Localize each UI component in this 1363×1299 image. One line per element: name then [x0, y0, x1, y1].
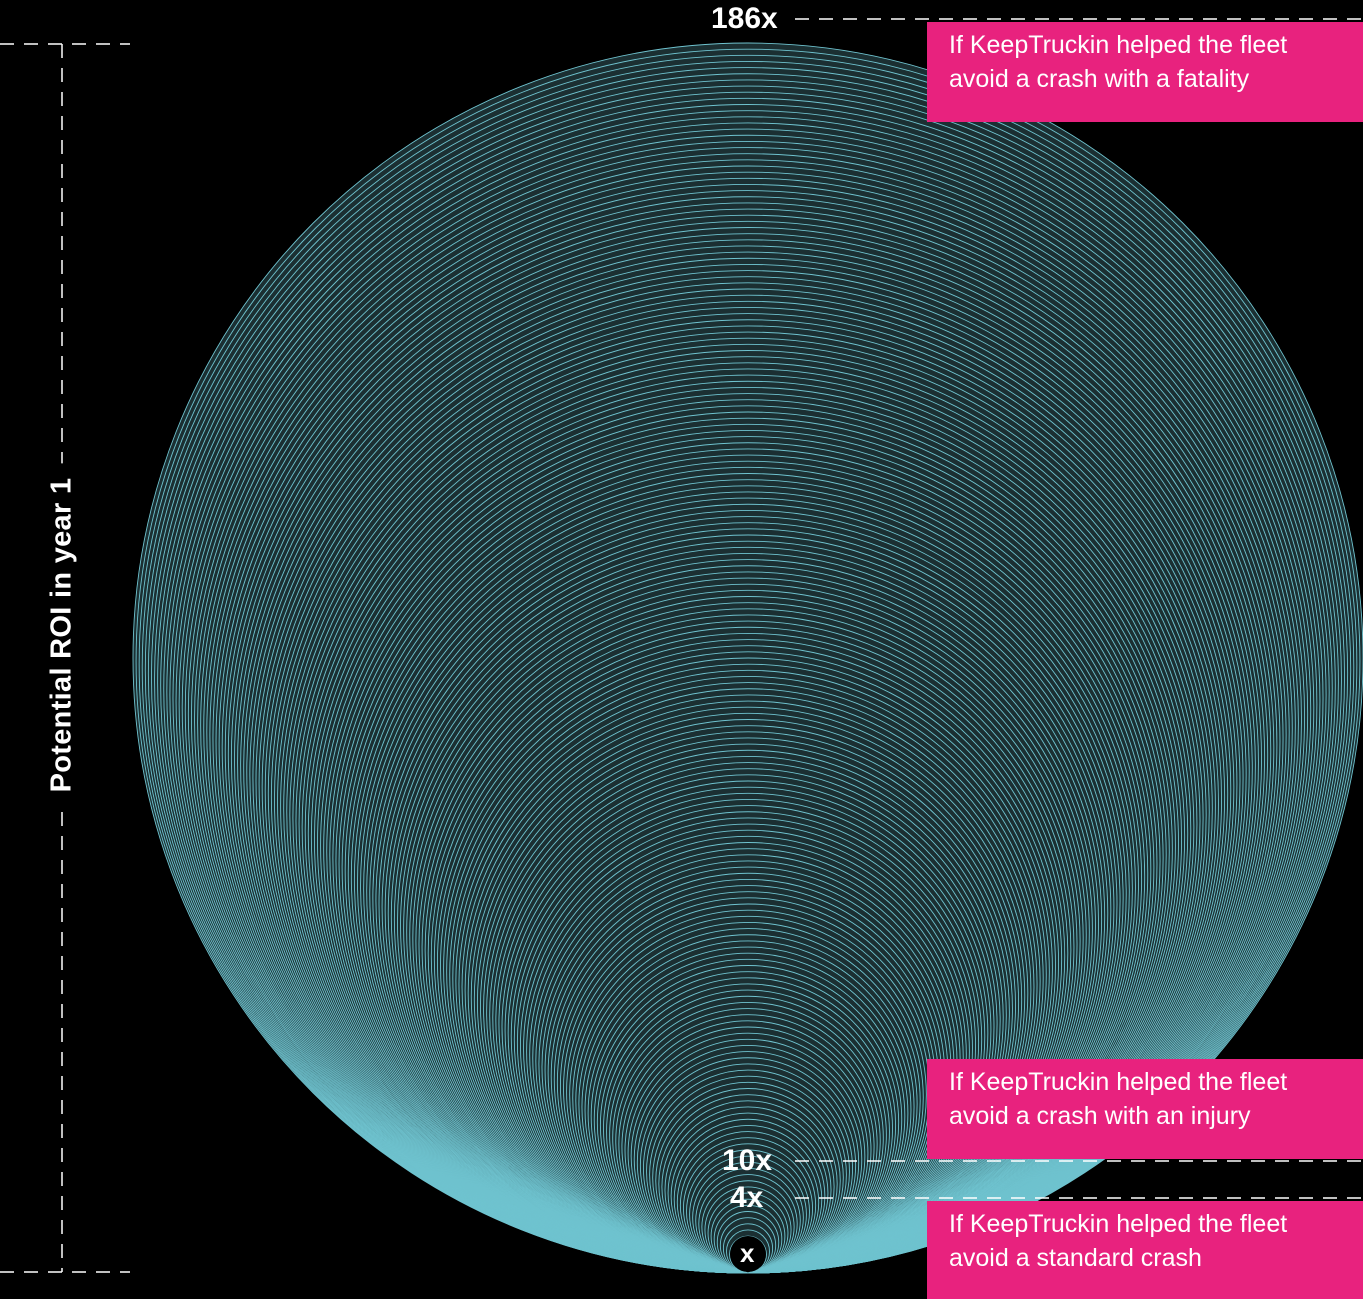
marker-label-186x: 186x — [711, 2, 778, 35]
concentric-rings — [132, 42, 1363, 1274]
callout-injury-line2: avoid a crash with an injury — [949, 1102, 1251, 1130]
callout-standard: If KeepTruckin helped the fleet avoid a … — [927, 1201, 1363, 1299]
callout-fatality-line1: If KeepTruckin helped the fleet — [949, 31, 1288, 59]
roi-axis-bracket — [0, 43, 130, 1273]
callout-fatality-line2: avoid a crash with a fatality — [949, 65, 1250, 93]
marker-label-4x: 4x — [730, 1181, 764, 1214]
callout-fatality: If KeepTruckin helped the fleet avoid a … — [927, 22, 1363, 122]
base-marker-circle — [730, 1236, 766, 1272]
callout-injury-line1: If KeepTruckin helped the fleet — [949, 1068, 1288, 1096]
axis-title: Potential ROI in year 1 — [45, 463, 79, 807]
callout-injury: If KeepTruckin helped the fleet avoid a … — [927, 1059, 1363, 1159]
callout-standard-line1: If KeepTruckin helped the fleet — [949, 1210, 1288, 1238]
marker-label-x: x — [740, 1238, 755, 1268]
marker-label-10x: 10x — [722, 1144, 773, 1177]
callout-standard-line2: avoid a standard crash — [949, 1244, 1202, 1272]
